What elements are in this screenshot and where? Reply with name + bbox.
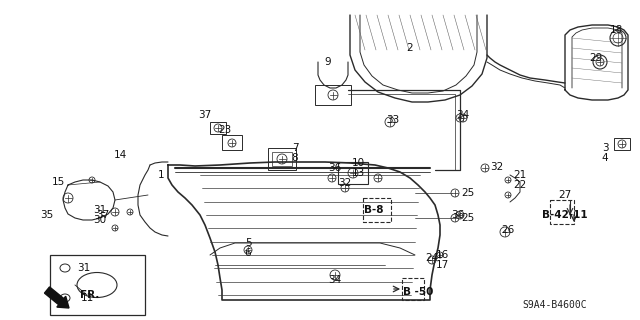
Text: 3: 3 bbox=[602, 143, 608, 153]
Text: 10: 10 bbox=[351, 158, 365, 168]
Bar bbox=[363, 198, 391, 222]
Text: 32: 32 bbox=[339, 178, 351, 188]
Text: B-8: B-8 bbox=[364, 205, 384, 215]
Text: 34: 34 bbox=[328, 275, 342, 285]
Bar bbox=[402, 278, 424, 300]
Text: 5: 5 bbox=[244, 238, 252, 248]
Text: 16: 16 bbox=[435, 250, 449, 260]
Text: S9A4-B4600C: S9A4-B4600C bbox=[523, 300, 588, 310]
Text: 4: 4 bbox=[602, 153, 608, 163]
Bar bbox=[614, 138, 630, 150]
Text: 6: 6 bbox=[244, 248, 252, 258]
Text: 30: 30 bbox=[93, 215, 107, 225]
Text: 9: 9 bbox=[324, 57, 332, 67]
Text: 18: 18 bbox=[609, 25, 623, 35]
Bar bbox=[338, 162, 368, 184]
Bar bbox=[222, 135, 242, 150]
Text: 37: 37 bbox=[97, 210, 109, 220]
Text: B-42-11: B-42-11 bbox=[542, 210, 588, 220]
Text: 31: 31 bbox=[93, 205, 107, 215]
Bar bbox=[315, 85, 351, 105]
Text: 27: 27 bbox=[558, 190, 572, 200]
Text: 24: 24 bbox=[426, 253, 438, 263]
Bar bbox=[50, 255, 145, 315]
Text: 33: 33 bbox=[387, 115, 399, 125]
Bar bbox=[550, 200, 574, 224]
Text: 25: 25 bbox=[461, 188, 475, 198]
Text: 17: 17 bbox=[435, 260, 449, 270]
Text: 34: 34 bbox=[456, 110, 470, 120]
Text: 37: 37 bbox=[198, 110, 212, 120]
Text: 36: 36 bbox=[451, 210, 465, 220]
Text: FR.: FR. bbox=[80, 290, 99, 300]
Text: B -50: B -50 bbox=[403, 287, 433, 297]
Bar bbox=[210, 122, 226, 134]
Text: 8: 8 bbox=[292, 153, 298, 163]
Text: 14: 14 bbox=[113, 150, 127, 160]
Text: 29: 29 bbox=[589, 53, 603, 63]
Text: 15: 15 bbox=[51, 177, 65, 187]
Text: 23: 23 bbox=[218, 125, 232, 135]
Text: 1: 1 bbox=[157, 170, 164, 180]
Text: 2: 2 bbox=[406, 43, 413, 53]
Text: 31: 31 bbox=[77, 263, 91, 273]
FancyArrow shape bbox=[44, 287, 69, 308]
Text: 11: 11 bbox=[81, 293, 93, 303]
Text: 7: 7 bbox=[292, 143, 298, 153]
Text: 36: 36 bbox=[328, 163, 342, 173]
Text: 35: 35 bbox=[40, 210, 54, 220]
Text: 13: 13 bbox=[351, 168, 365, 178]
Text: 25: 25 bbox=[461, 213, 475, 223]
Bar bbox=[268, 148, 296, 170]
Bar bbox=[272, 152, 292, 166]
Text: 26: 26 bbox=[501, 225, 515, 235]
Text: 22: 22 bbox=[513, 180, 527, 190]
Text: 32: 32 bbox=[490, 162, 504, 172]
Text: 21: 21 bbox=[513, 170, 527, 180]
